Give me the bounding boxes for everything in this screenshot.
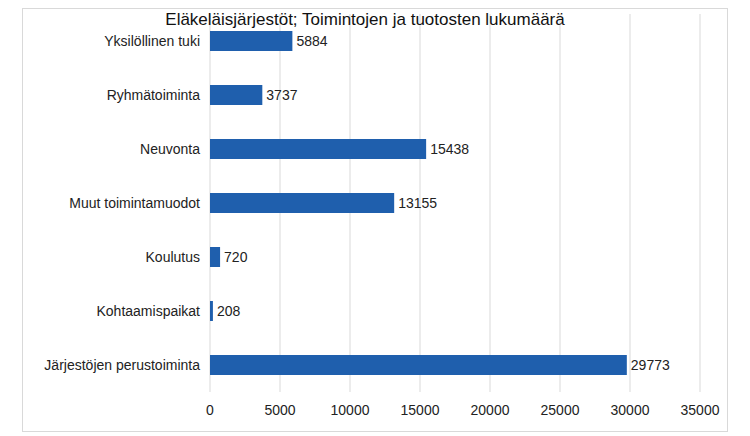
bars — [210, 31, 627, 375]
tick-label: 20000 — [471, 402, 510, 418]
bar — [210, 247, 220, 267]
grid-line — [700, 14, 701, 392]
data-label: 29773 — [631, 357, 670, 373]
category-label: Yksilöllinen tuki — [104, 33, 200, 49]
tick-label: 10000 — [331, 402, 370, 418]
category-label: Ryhmätoiminta — [107, 87, 201, 103]
data-label: 15438 — [430, 141, 469, 157]
tick-label: 0 — [206, 402, 214, 418]
category-label: Muut toimintamuodot — [69, 195, 200, 211]
chart-title: Eläkeläisjärjestöt; Toimintojen ja tuoto… — [165, 10, 565, 29]
chart-svg: 0 5000 10000 15000 20000 25000 30000 35000 Yksil… — [0, 0, 750, 436]
data-label: 208 — [217, 303, 241, 319]
category-label: Koulutus — [146, 249, 200, 265]
bar — [210, 139, 426, 159]
data-label: 720 — [224, 249, 248, 265]
labels: Yksilöllinen tuki 5884 Ryhmätoiminta 3737 Ne… — [44, 33, 670, 373]
bar — [210, 31, 292, 51]
category-label: Neuvonta — [140, 141, 200, 157]
bar — [210, 301, 213, 321]
data-label: 3737 — [266, 87, 297, 103]
category-label: Kohtaamispaikat — [96, 303, 200, 319]
bar — [210, 193, 394, 213]
grid-line — [560, 14, 561, 392]
tick-label: 25000 — [541, 402, 580, 418]
tick-label: 15000 — [401, 402, 440, 418]
chart-frame — [23, 9, 728, 432]
chart-container: 0 5000 10000 15000 20000 25000 30000 35000 Yksil… — [0, 0, 750, 436]
category-label: Järjestöjen perustoiminta — [44, 357, 200, 373]
tick-label: 5000 — [264, 402, 295, 418]
bar — [210, 85, 262, 105]
data-label: 5884 — [296, 33, 327, 49]
grid — [210, 14, 700, 392]
grid-line — [490, 14, 491, 392]
data-label: 13155 — [398, 195, 437, 211]
bar — [210, 355, 627, 375]
tick-label: 30000 — [611, 402, 650, 418]
tick-label: 35000 — [681, 402, 720, 418]
grid-line — [630, 14, 631, 392]
